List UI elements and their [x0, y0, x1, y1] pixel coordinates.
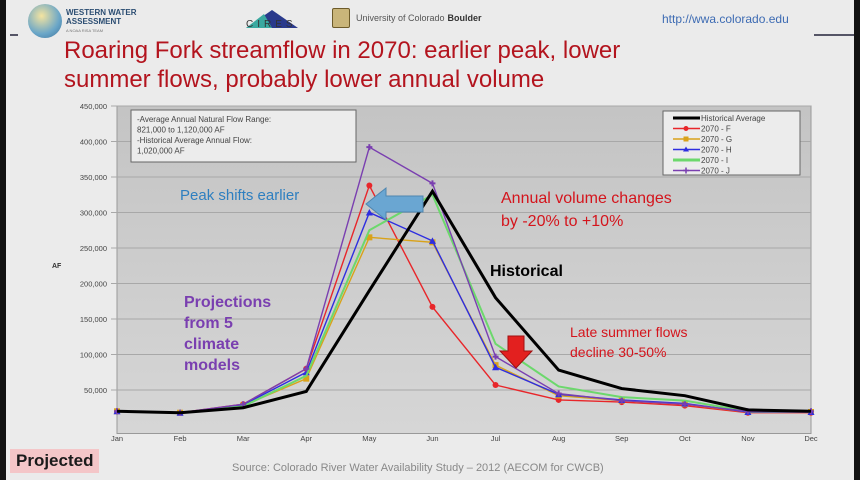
annotation-late-summer: decline 30-50%	[570, 344, 667, 360]
x-tick-label: Jul	[491, 434, 501, 443]
legend-label: 2070 - F	[701, 125, 731, 134]
x-tick-label: Mar	[237, 434, 250, 443]
annotation-peak: Peak shifts earlier	[180, 187, 299, 204]
x-tick-label: Jun	[426, 434, 438, 443]
data-point	[492, 382, 499, 389]
data-point	[492, 363, 500, 371]
x-tick-label: Aug	[552, 434, 565, 443]
x-tick-label: Feb	[174, 434, 187, 443]
legend-marker	[683, 167, 689, 174]
website-link[interactable]: http://wwa.colorado.edu	[662, 12, 789, 26]
data-point	[366, 182, 373, 189]
x-tick-label: May	[362, 434, 376, 443]
y-tick-label: 150,000	[80, 315, 107, 324]
info-box	[130, 109, 357, 163]
data-point	[618, 397, 625, 404]
y-tick-label: 100,000	[80, 351, 107, 360]
annotation-projections: Projections	[184, 294, 271, 311]
wwa-logo-icon	[28, 4, 62, 38]
annotation-volume: by -20% to +10%	[501, 213, 623, 230]
y-tick-label: 250,000	[80, 244, 107, 253]
data-point	[365, 209, 373, 216]
annotation-late-summer: Late summer flows	[570, 324, 687, 340]
data-point	[303, 365, 310, 372]
y-tick-label: 450,000	[80, 102, 107, 111]
projected-label: Projected	[10, 449, 100, 473]
x-tick-label: Oct	[679, 434, 692, 443]
cu-logo: University of Colorado Boulder	[332, 8, 482, 28]
legend-label: 2070 - H	[701, 146, 732, 155]
y-tick-label: 400,000	[80, 138, 107, 147]
wwa-tagline: A NOAA RISA TEAM	[66, 27, 104, 33]
y-axis-label: AF	[52, 263, 62, 270]
down-arrow-icon	[498, 335, 534, 369]
info-box-line: 1,020,000 AF	[137, 147, 185, 156]
left-arrow-icon	[365, 186, 424, 222]
legend	[662, 110, 801, 176]
y-tick-label: 350,000	[80, 173, 107, 182]
series-line-historical	[116, 188, 812, 415]
series-line-J	[116, 146, 811, 414]
wwa-logo-line1: WESTERN WATER	[66, 7, 137, 17]
data-point	[555, 390, 562, 397]
data-point	[681, 401, 688, 408]
info-box-line: 821,000 to 1,120,000 AF	[137, 126, 225, 135]
cu-logo-icon	[332, 8, 350, 28]
y-tick-label: 300,000	[80, 209, 107, 218]
source-text: Source: Colorado River Water Availabilit…	[232, 462, 604, 474]
data-point	[428, 237, 436, 244]
y-tick-label: 200,000	[80, 280, 107, 289]
divider	[10, 34, 18, 36]
legend-label: 2070 - I	[701, 156, 728, 165]
wwa-logo: WESTERN WATER ASSESSMENT A NOAA RISA TEAM	[28, 4, 137, 38]
divider	[814, 34, 854, 36]
legend-marker	[683, 136, 689, 142]
y-tick-label: 50,000	[84, 386, 107, 395]
info-box-line: -Average Annual Natural Flow Range:	[137, 115, 271, 124]
legend-label: 2070 - G	[701, 135, 732, 144]
x-tick-label: Sep	[615, 434, 628, 443]
x-tick-label: Apr	[300, 434, 312, 443]
annotation-projections: models	[184, 357, 240, 374]
legend-marker	[683, 126, 689, 131]
annotation-volume: Annual volume changes	[501, 190, 672, 207]
cires-logo: CIRES	[246, 19, 297, 30]
slide-title: Roaring Fork streamflow in 2070: earlier…	[64, 37, 621, 93]
x-tick-label: Nov	[741, 434, 755, 443]
wwa-logo-line2: ASSESSMENT	[66, 16, 122, 26]
annotation-historical: Historical	[490, 263, 563, 280]
annotation-projections: climate	[184, 336, 239, 353]
x-tick-label: Dec	[804, 434, 818, 443]
data-point	[366, 144, 373, 151]
info-box-line: -Historical Average Annual Flow:	[137, 136, 252, 145]
legend-marker	[683, 146, 689, 152]
data-point	[429, 180, 436, 187]
data-point	[429, 303, 436, 310]
data-point	[492, 353, 499, 360]
cires-logo-icon	[246, 10, 298, 28]
data-point	[303, 375, 310, 382]
legend-label: 2070 - J	[701, 167, 730, 176]
annotation-projections: from 5	[184, 315, 233, 332]
data-point	[240, 401, 247, 408]
x-tick-label: Jan	[111, 434, 123, 443]
legend-label: Historical Average	[701, 114, 766, 123]
data-point	[366, 234, 373, 241]
